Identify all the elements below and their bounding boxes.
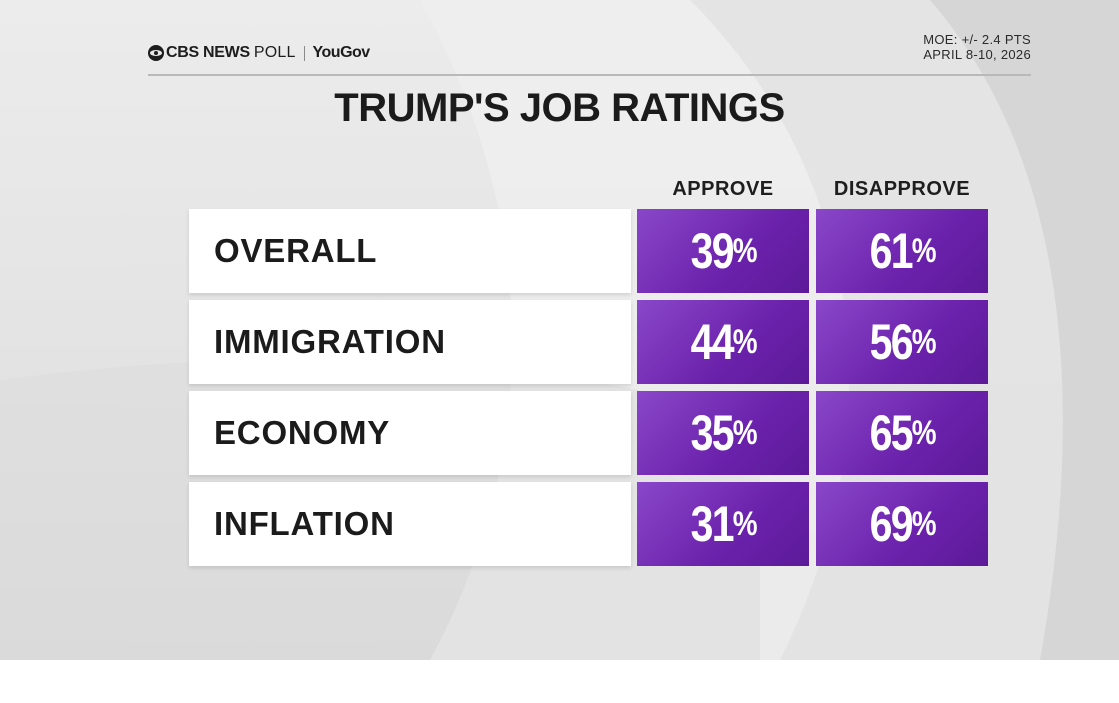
row-label-box: IMMIGRATION (189, 300, 631, 384)
disapprove-cell: 61% (816, 209, 988, 293)
disapprove-value: 69 (869, 496, 914, 552)
approve-percent-sign: % (732, 231, 758, 270)
approve-value: 39 (690, 223, 735, 279)
disapprove-percent-sign: % (911, 231, 937, 270)
row-label: OVERALL (214, 232, 378, 269)
poll-dates: APRIL 8-10, 2026 (923, 47, 1031, 62)
approve-value: 31 (690, 496, 735, 552)
row-label: ECONOMY (214, 414, 391, 451)
row-label: IMMIGRATION (214, 323, 446, 360)
moe-text: MOE: +/- 2.4 PTS (923, 32, 1031, 47)
column-header-approve: APPROVE (672, 178, 774, 200)
disapprove-value: 61 (869, 223, 914, 279)
disapprove-cell: 56% (816, 300, 988, 384)
approve-value: 44 (690, 314, 735, 370)
approve-percent-sign: % (732, 413, 758, 452)
chart-title: TRUMP'S JOB RATINGS (334, 86, 785, 130)
cbs-eye-icon (148, 45, 164, 61)
header-bar: CBS NEWS POLL YouGov MOE: +/- 2.4 PTS AP… (148, 28, 1031, 76)
logo-cbs-text: CBS NEWS (166, 44, 250, 61)
approve-value: 35 (690, 405, 735, 461)
approve-percent-sign: % (732, 504, 758, 543)
row-label-box: INFLATION (189, 482, 631, 566)
approve-cell: 44% (637, 300, 809, 384)
logo-divider (303, 45, 305, 61)
approve-cell: 39% (637, 209, 809, 293)
logo-poll-text: POLL (253, 44, 296, 61)
row-label: INFLATION (214, 505, 395, 542)
poll-graphic: CBS NEWS POLL YouGov MOE: +/- 2.4 PTS AP… (0, 0, 1119, 660)
disapprove-percent-sign: % (911, 322, 937, 361)
disapprove-value: 65 (869, 405, 914, 461)
row-label-box: OVERALL (189, 209, 631, 293)
cbs-news-poll-logo: CBS NEWS POLL YouGov (148, 43, 370, 63)
disapprove-cell: 65% (816, 391, 988, 475)
approve-cell: 35% (637, 391, 809, 475)
disapprove-value: 56 (869, 314, 914, 370)
column-header-disapprove: DISAPPROVE (833, 178, 971, 200)
yougov-logo-text: YouGov (312, 44, 371, 61)
disapprove-percent-sign: % (911, 504, 937, 543)
row-label-box: ECONOMY (189, 391, 631, 475)
approve-cell: 31% (637, 482, 809, 566)
disapprove-percent-sign: % (911, 413, 937, 452)
disapprove-cell: 69% (816, 482, 988, 566)
moe-block: MOE: +/- 2.4 PTS APRIL 8-10, 2026 (923, 32, 1031, 62)
approve-percent-sign: % (732, 322, 758, 361)
